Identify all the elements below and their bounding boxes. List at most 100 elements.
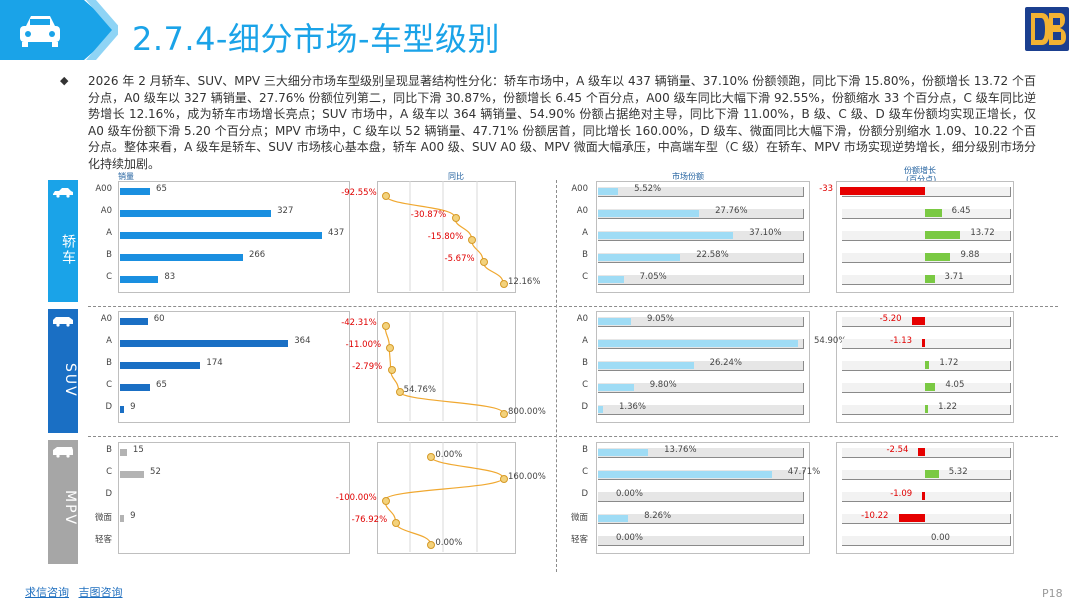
segment-band-sedan — [48, 180, 78, 302]
sales-value-label: 266 — [248, 250, 266, 260]
category-label: B — [582, 358, 588, 368]
suv-icon — [53, 317, 73, 327]
yoy-value-label: -30.87% — [410, 210, 447, 220]
brand-logo — [1025, 7, 1069, 51]
share-change-track — [842, 187, 1011, 197]
yoy-point — [468, 236, 477, 244]
share-change-value-label: 1.72 — [939, 358, 959, 368]
category-label: A0 — [576, 206, 588, 216]
footer-link-qiuxin[interactable]: 求信咨询 — [25, 586, 69, 599]
yoy-point — [500, 410, 508, 418]
sales-value-label: 15 — [132, 445, 144, 455]
share-change-value-label: -5.20 — [879, 314, 902, 324]
share-track — [598, 536, 804, 546]
yoy-value-label: 800.00% — [508, 407, 546, 417]
share-value-label: 0.00% — [616, 533, 644, 543]
yoy-value-label: 0.00% — [435, 538, 463, 548]
category-label: A0 — [100, 314, 112, 324]
share-change-bar — [840, 187, 925, 195]
sales-bar — [120, 188, 151, 195]
share-bar — [598, 276, 624, 283]
share-value-label: 27.76% — [715, 206, 748, 216]
yoy-line-chart — [384, 442, 504, 552]
share-track — [598, 209, 804, 219]
share-change-value-label: 6.45 — [951, 206, 971, 216]
share-track — [598, 187, 804, 197]
yoy-point — [427, 541, 436, 549]
share-change-track — [842, 514, 1011, 524]
sales-value-label: 437 — [328, 228, 345, 238]
sales-bar — [120, 384, 151, 391]
share-bar — [598, 362, 694, 369]
yoy-series-line — [384, 324, 504, 414]
share-value-label: 13.76% — [664, 445, 697, 455]
sales-bar — [120, 254, 243, 261]
share-change-bar — [925, 361, 930, 369]
share-change-bar — [925, 209, 942, 217]
category-label: 轻客 — [570, 535, 588, 545]
sales-value-label: 65 — [156, 380, 167, 390]
share-value-label: 1.36% — [618, 402, 646, 412]
category-label: C — [582, 380, 588, 390]
sales-bar — [120, 210, 272, 217]
footer-link-jitu[interactable]: 吉图咨询 — [78, 586, 123, 599]
column-divider — [556, 180, 557, 572]
sales-value-label: 9 — [130, 511, 136, 521]
sales-value-label: 65 — [156, 184, 167, 194]
yoy-point — [382, 192, 390, 200]
yoy-value-label: -100.00% — [335, 493, 377, 503]
sales-header: 销量 — [118, 172, 134, 181]
yoy-value-label: 0.00% — [435, 450, 463, 460]
share-track — [598, 253, 804, 263]
share-bar — [598, 188, 619, 195]
yoy-value-label: 160.00% — [508, 472, 546, 482]
yoy-value-label: -42.31% — [341, 318, 377, 328]
share-change-unit: (百分点) — [906, 175, 937, 184]
category-label: B — [582, 250, 588, 260]
category-label: B — [582, 445, 588, 455]
share-change-bar — [925, 470, 939, 478]
share-change-bar — [922, 492, 925, 500]
share-header: 市场份额 — [672, 172, 704, 181]
yoy-value-label: -92.55% — [341, 188, 377, 198]
yoy-point — [392, 519, 401, 527]
share-bar — [598, 232, 734, 239]
share-change-value-label: 1.22 — [938, 402, 958, 412]
share-value-label: 0.00% — [616, 489, 644, 499]
yoy-panel — [377, 181, 516, 293]
sales-value-label: 9 — [130, 402, 136, 412]
segment-label-sedan: 轿车 — [60, 234, 76, 266]
category-label: B — [106, 358, 112, 368]
segment-divider — [88, 306, 1058, 307]
category-label: D — [581, 402, 588, 412]
yoy-value-label: -76.92% — [351, 515, 388, 525]
share-change-bar — [925, 231, 961, 239]
yoy-panel — [377, 442, 516, 554]
sales-bar — [120, 340, 289, 347]
share-change-bar — [925, 383, 936, 391]
share-value-label: 9.05% — [646, 314, 674, 324]
category-label: A — [582, 336, 588, 346]
share-track — [598, 383, 804, 393]
sales-bar — [120, 318, 148, 325]
footer: 求信咨询 吉图咨询 — [25, 584, 129, 600]
yoy-value-label: -5.67% — [444, 254, 475, 264]
yoy-value-label: 54.76% — [403, 385, 437, 395]
segment-divider — [88, 436, 1058, 437]
share-track — [598, 275, 804, 285]
category-label: B — [106, 445, 112, 455]
yoy-point — [386, 344, 395, 352]
category-label: B — [106, 250, 112, 260]
share-bar — [598, 449, 649, 456]
share-change-bar — [911, 317, 925, 325]
yoy-series-line — [384, 455, 504, 545]
category-label: C — [582, 467, 588, 477]
yoy-panel — [377, 311, 516, 423]
segment-band-mpv — [48, 440, 78, 564]
share-bar — [598, 384, 634, 391]
share-change-header: 份额增长 — [904, 166, 936, 175]
share-bar — [598, 254, 681, 261]
category-label: A00 — [95, 184, 112, 194]
share-change-value-label: 4.05 — [945, 380, 965, 390]
share-track — [598, 405, 804, 415]
